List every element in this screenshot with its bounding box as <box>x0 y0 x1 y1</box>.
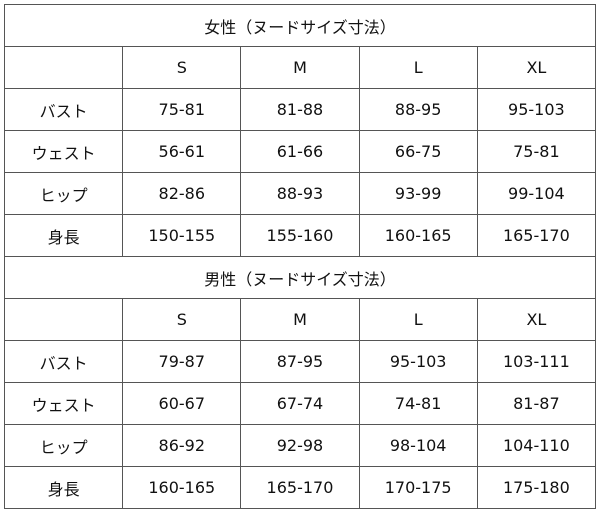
section-title-row: 女性（ヌードサイズ寸法） <box>4 4 596 47</box>
measurement-cell: 98-104 <box>358 424 478 467</box>
table-row: ウェスト 56-61 61-66 66-75 75-81 <box>3 130 597 173</box>
measurement-cell: 95-103 <box>476 88 597 131</box>
measurement-cell: 75-81 <box>122 88 242 131</box>
row-label: ヒップ <box>3 424 124 467</box>
measurement-cell: 81-87 <box>476 382 597 425</box>
size-header: L <box>358 298 478 341</box>
measurement-cell: 104-110 <box>476 424 597 467</box>
measurement-cell: 170-175 <box>358 466 478 509</box>
size-header: M <box>240 298 360 341</box>
measurement-cell: 92-98 <box>240 424 360 467</box>
measurement-cell: 66-75 <box>358 130 478 173</box>
measurement-cell: 79-87 <box>122 340 242 383</box>
size-header: M <box>240 46 360 89</box>
measurement-cell: 61-66 <box>240 130 360 173</box>
measurement-cell: 74-81 <box>358 382 478 425</box>
table-row: ヒップ 82-86 88-93 93-99 99-104 <box>3 172 597 215</box>
measurement-cell: 160-165 <box>122 466 242 509</box>
table-row: 身長 160-165 165-170 170-175 175-180 <box>3 466 597 509</box>
measurement-cell: 99-104 <box>476 172 597 215</box>
size-chart-table: 女性（ヌードサイズ寸法） S M L XL バスト 75-81 81-88 88-95 95-10… <box>3 4 597 509</box>
table-row: バスト 79-87 87-95 95-103 103-111 <box>3 340 597 383</box>
size-header-row: S M L XL <box>3 298 597 341</box>
measurement-cell: 93-99 <box>358 172 478 215</box>
row-label: 身長 <box>3 214 124 257</box>
measurement-cell: 175-180 <box>476 466 597 509</box>
row-label: 身長 <box>3 466 124 509</box>
table-row: ヒップ 86-92 92-98 98-104 104-110 <box>3 424 597 467</box>
measurement-cell: 103-111 <box>476 340 597 383</box>
measurement-cell: 75-81 <box>476 130 597 173</box>
row-label: ウェスト <box>3 130 124 173</box>
measurement-cell: 87-95 <box>240 340 360 383</box>
row-label: ウェスト <box>3 382 124 425</box>
section-title: 男性（ヌードサイズ寸法） <box>4 256 596 299</box>
measurement-cell: 81-88 <box>240 88 360 131</box>
measurement-cell: 86-92 <box>122 424 242 467</box>
measurement-cell: 150-155 <box>122 214 242 257</box>
measurement-cell: 60-67 <box>122 382 242 425</box>
size-header: L <box>358 46 478 89</box>
corner-cell <box>3 298 124 341</box>
measurement-cell: 82-86 <box>122 172 242 215</box>
corner-cell <box>3 46 124 89</box>
size-header: S <box>122 46 242 89</box>
table-row: ウェスト 60-67 67-74 74-81 81-87 <box>3 382 597 425</box>
measurement-cell: 165-170 <box>240 466 360 509</box>
row-label: バスト <box>3 340 124 383</box>
table-row: 身長 150-155 155-160 160-165 165-170 <box>3 214 597 257</box>
measurement-cell: 155-160 <box>240 214 360 257</box>
measurement-cell: 165-170 <box>476 214 597 257</box>
measurement-cell: 160-165 <box>358 214 478 257</box>
size-header-row: S M L XL <box>3 46 597 89</box>
table-row: バスト 75-81 81-88 88-95 95-103 <box>3 88 597 131</box>
section-title: 女性（ヌードサイズ寸法） <box>4 4 596 47</box>
row-label: ヒップ <box>3 172 124 215</box>
size-header: XL <box>476 298 597 341</box>
measurement-cell: 56-61 <box>122 130 242 173</box>
measurement-cell: 67-74 <box>240 382 360 425</box>
size-header: S <box>122 298 242 341</box>
size-header: XL <box>476 46 597 89</box>
row-label: バスト <box>3 88 124 131</box>
section-title-row: 男性（ヌードサイズ寸法） <box>4 256 596 299</box>
measurement-cell: 88-95 <box>358 88 478 131</box>
measurement-cell: 88-93 <box>240 172 360 215</box>
measurement-cell: 95-103 <box>358 340 478 383</box>
